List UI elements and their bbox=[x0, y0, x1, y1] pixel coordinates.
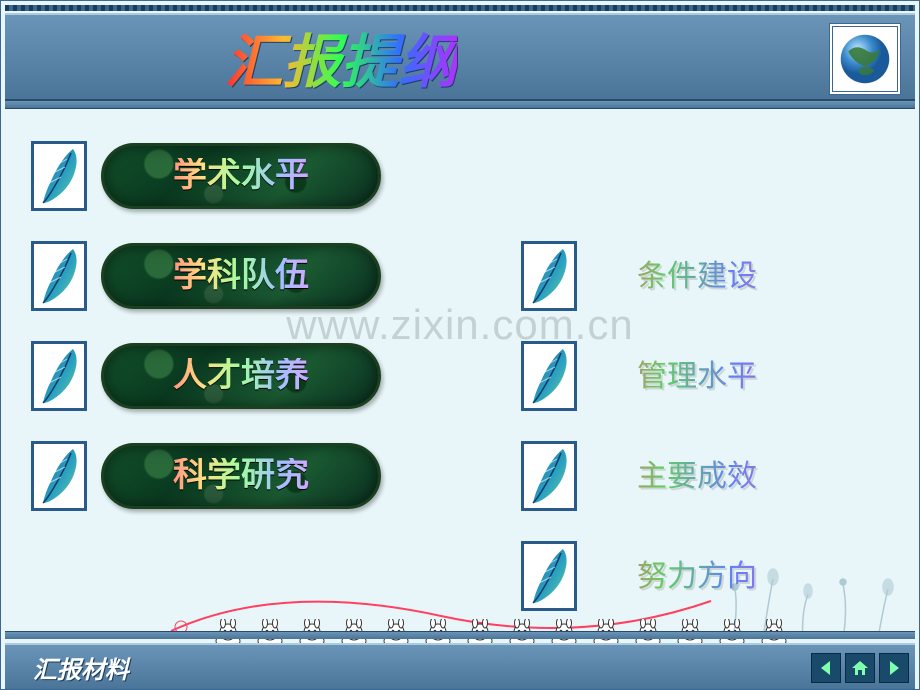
pill-0[interactable]: 学术水平 bbox=[101, 143, 381, 209]
feather-icon bbox=[521, 541, 577, 611]
plants-decoration bbox=[713, 559, 913, 639]
content-area: 学术水平 学科队伍 人才培养 科学研究 条件建设 bbox=[31, 121, 889, 619]
next-button[interactable] bbox=[879, 653, 909, 683]
feather-icon bbox=[31, 341, 87, 411]
pill-1[interactable]: 学科队伍 bbox=[101, 243, 381, 309]
page-title: 汇报提纲 bbox=[225, 15, 457, 99]
divider-top bbox=[5, 101, 915, 109]
divider-bottom bbox=[5, 631, 915, 639]
item-right-2[interactable]: 主要成效 bbox=[521, 441, 797, 511]
pill-label: 学科队伍 bbox=[165, 258, 317, 294]
footer-bar: 汇报材料 bbox=[5, 643, 915, 689]
nav-controls bbox=[811, 653, 909, 683]
item-left-2[interactable]: 人才培养 bbox=[31, 341, 381, 411]
ghost-label: 管理水平 bbox=[597, 360, 797, 393]
prev-button[interactable] bbox=[811, 653, 841, 683]
home-button[interactable] bbox=[845, 653, 875, 683]
item-right-1[interactable]: 管理水平 bbox=[521, 341, 797, 411]
feather-icon bbox=[31, 441, 87, 511]
footer-title: 汇报材料 bbox=[33, 650, 129, 685]
feather-icon bbox=[31, 141, 87, 211]
ghost-label: 条件建设 bbox=[597, 260, 797, 293]
feather-icon bbox=[31, 241, 87, 311]
pill-2[interactable]: 人才培养 bbox=[101, 343, 381, 409]
pill-3[interactable]: 科学研究 bbox=[101, 443, 381, 509]
pill-label: 科学研究 bbox=[165, 458, 317, 494]
feather-icon bbox=[521, 241, 577, 311]
item-left-3[interactable]: 科学研究 bbox=[31, 441, 381, 511]
pill-label: 学术水平 bbox=[165, 158, 317, 194]
item-left-1[interactable]: 学科队伍 bbox=[31, 241, 381, 311]
pill-label: 人才培养 bbox=[165, 358, 317, 394]
title-bar: 汇报提纲 bbox=[5, 13, 915, 101]
top-stripe bbox=[5, 5, 915, 11]
ghost-label: 主要成效 bbox=[597, 460, 797, 493]
item-left-0[interactable]: 学术水平 bbox=[31, 141, 381, 211]
feather-icon bbox=[521, 441, 577, 511]
globe-icon bbox=[829, 23, 901, 95]
item-right-0[interactable]: 条件建设 bbox=[521, 241, 797, 311]
feather-icon bbox=[521, 341, 577, 411]
